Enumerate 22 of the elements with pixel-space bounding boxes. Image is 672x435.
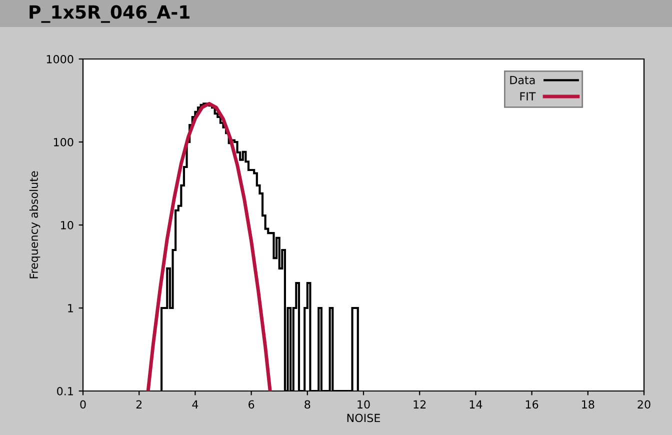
x-tick-label: 8 [304, 400, 310, 409]
x-axis-title: NOISE [347, 414, 380, 422]
x-tick-label: 10 [358, 400, 370, 409]
x-tick-label: 0 [80, 400, 86, 409]
y-tick-label: 100 [54, 138, 74, 146]
x-tick-label: 18 [582, 400, 594, 409]
x-tick-label: 20 [638, 400, 650, 409]
x-tick-label: 6 [248, 400, 254, 409]
x-tick-label: 16 [526, 400, 538, 409]
legend-label: Data [510, 76, 535, 84]
line-series [146, 102, 272, 391]
y-tick-label: 1000 [46, 54, 74, 64]
y-tick-label: 1 [68, 304, 73, 312]
x-tick-label: 12 [414, 400, 426, 408]
x-tick-label: 4 [192, 400, 198, 408]
y-axis-title: Frequency absolute [29, 171, 40, 278]
x-tick-label: 14 [470, 400, 482, 408]
chart-title: P_1x5R_046_A-1 [30, 5, 190, 23]
legend-label: FIT [520, 92, 536, 100]
y-tick-label: 0.1 [57, 386, 73, 396]
y-tick-label: 10 [61, 220, 74, 230]
x-tick-label: 2 [136, 400, 142, 408]
